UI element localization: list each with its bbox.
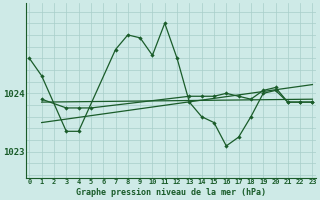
X-axis label: Graphe pression niveau de la mer (hPa): Graphe pression niveau de la mer (hPa): [76, 188, 266, 197]
